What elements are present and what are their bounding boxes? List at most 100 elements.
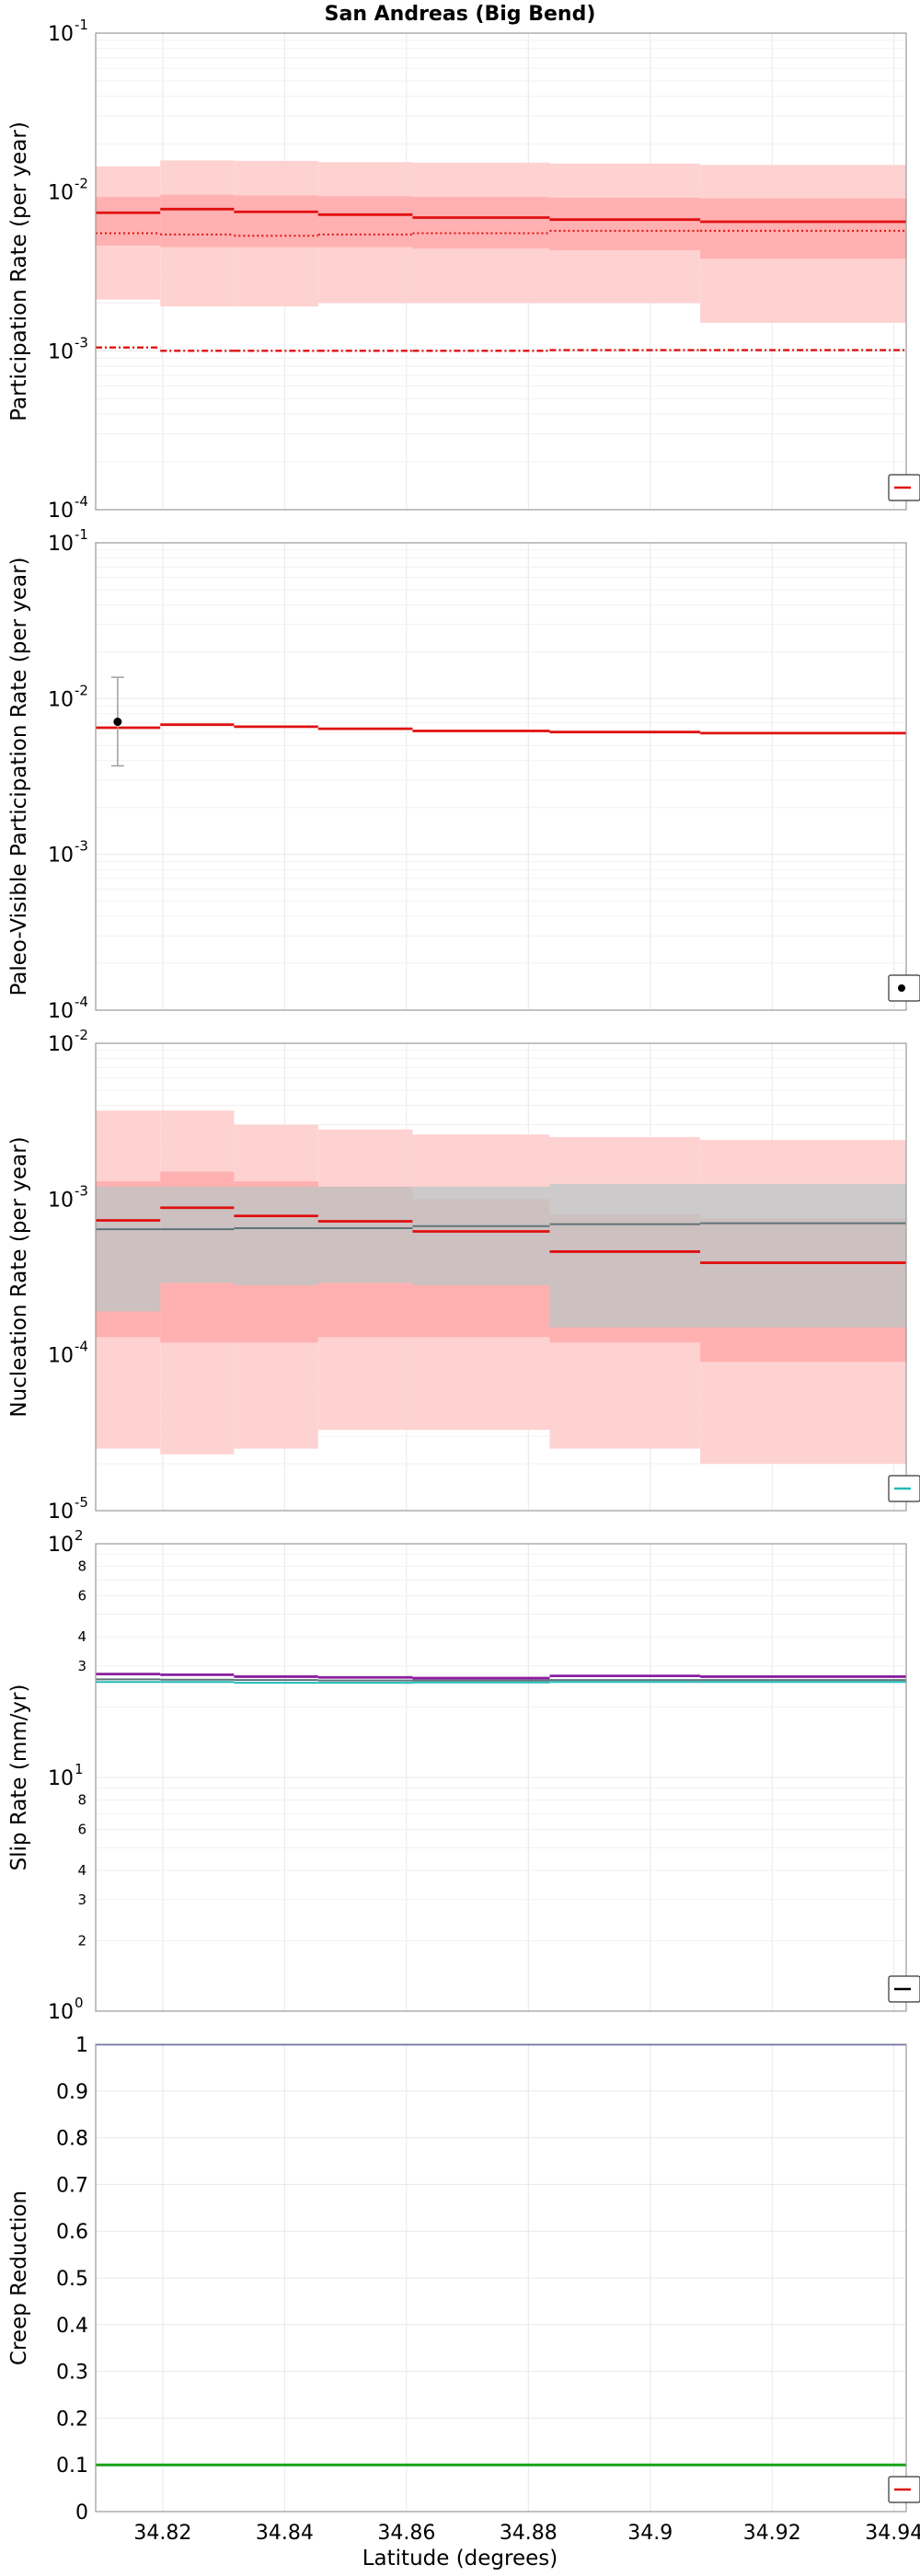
- y-ticks-participation: 10-110-210-310-4: [48, 17, 88, 523]
- band-segment: [160, 194, 235, 247]
- panel-nucleation: 10-210-310-410 -5 Nucleation Rate (per yea…: [7, 1027, 920, 1524]
- x-axis-label: Latitude (degrees): [362, 2547, 558, 2570]
- x-tick-label: 34.82: [133, 2522, 191, 2545]
- y-tick-label: 0.8: [56, 2128, 88, 2151]
- y-ticks-nucleation: 10-210-310-410-5: [48, 1027, 88, 1524]
- x-tick-label: 34.9: [627, 2522, 673, 2545]
- y-tick-label: 10: [48, 533, 74, 556]
- y-tick-exponent: -4: [75, 1339, 88, 1355]
- y-axis-label: Paleo-Visible Participation Rate (per ye…: [7, 557, 31, 995]
- plot-area-creep: [96, 2044, 906, 2467]
- band-segment: [96, 1186, 161, 1312]
- y-tick-label: 10: [48, 1033, 74, 1056]
- legend-creep: [888, 2476, 920, 2503]
- y-tick-exponent: -3: [75, 838, 88, 855]
- axes-frame: [95, 32, 907, 511]
- y-tick-label: 10: [48, 1345, 74, 1368]
- y-axis-label: Nucleation Rate (per year): [7, 1136, 31, 1417]
- y-tick-label: 10: [48, 688, 74, 711]
- y-tick-label: 0.1: [56, 2455, 88, 2478]
- y-tick-label: 0.9: [56, 2081, 88, 2104]
- axes-frame: [95, 1543, 907, 2012]
- y-tick-label: 0.5: [56, 2268, 88, 2291]
- figure-title: San Andreas (Big Bend): [325, 3, 596, 26]
- y-tick-label: 10: [48, 1767, 74, 1790]
- x-tick-label: 34.84: [256, 2522, 314, 2545]
- y-tick-exponent: -4: [75, 994, 88, 1010]
- axes-frame: [95, 2043, 907, 2513]
- y-minor-tick-label: 4: [77, 1862, 86, 1879]
- band-segment: [317, 196, 413, 247]
- grid-slip: [96, 1543, 906, 2012]
- y-tick-label: 0.4: [56, 2315, 88, 2338]
- y-tick-label: 0.3: [56, 2362, 88, 2385]
- grid-paleo: [96, 542, 906, 1011]
- grid-creep: [96, 2043, 906, 2513]
- y-tick-exponent: 0: [75, 1995, 84, 2011]
- y-tick-label: 10: [48, 23, 74, 46]
- y-minor-tick-label: 6: [77, 1587, 86, 1604]
- y-tick-exponent: 1: [75, 1761, 84, 1777]
- y-axis-label: Participation Rate (per year): [7, 121, 31, 421]
- axes-frame: [95, 1042, 907, 1512]
- legend-paleo: [888, 974, 920, 1002]
- band-segment: [234, 195, 318, 247]
- y-tick-label: 0: [75, 2501, 88, 2524]
- y-axis-label: Creep Reduction: [7, 2191, 31, 2365]
- y-ticks-creep: 1 0.9 0.8 0.7 0.6 0.5 0.4 0.3 0.2 0.1 0: [56, 2034, 88, 2524]
- plot-area-paleo: [96, 676, 906, 767]
- y-tick-label: 10: [48, 500, 74, 523]
- y-minor-tick-label: 6: [77, 1821, 86, 1837]
- y-axis-label: Slip Rate (mm/yr): [7, 1685, 31, 1871]
- y-tick-exponent: -2: [75, 1027, 88, 1043]
- band-segment: [234, 1186, 318, 1285]
- y-tick-label: 1: [75, 2034, 88, 2057]
- panel-creep: 1 0.9 0.8 0.7 0.6 0.5 0.4 0.3 0.2 0.1 0 Creep Reduc…: [7, 2034, 920, 2524]
- y-minor-tick-label: 3: [77, 1892, 86, 1908]
- band-segment: [412, 1186, 550, 1285]
- y-tick-label: 10: [48, 1000, 74, 1023]
- y-tick-exponent: -5: [75, 1494, 88, 1511]
- plot-area-participation: [96, 160, 906, 352]
- band-segment: [96, 197, 161, 246]
- legend-marker: [898, 984, 905, 992]
- y-minor-tick-label: 8: [77, 1558, 86, 1575]
- band-segment: [160, 1186, 235, 1283]
- band-segment: [549, 1183, 701, 1328]
- x-tick-label: 34.94: [865, 2522, 920, 2545]
- y-tick-label: 0.7: [56, 2174, 88, 2197]
- band-segment: [700, 198, 906, 259]
- band-segment: [700, 1183, 906, 1328]
- y-tick-label: 0.6: [56, 2221, 88, 2244]
- y-tick-exponent: -1: [75, 526, 88, 543]
- x-tick-label: 34.92: [743, 2522, 801, 2545]
- y-tick-label: 10: [48, 845, 74, 868]
- y-tick-label: 10: [48, 2001, 74, 2024]
- y-tick-label: 0.2: [56, 2408, 88, 2431]
- y-tick-exponent: -3: [75, 334, 88, 351]
- y-tick-exponent: -4: [75, 493, 88, 510]
- y-minor-tick-label: 2: [77, 1933, 86, 1949]
- plot-area-nucleation: [96, 1110, 906, 1465]
- y-ticks-paleo: 10-110-210-310-4: [48, 526, 88, 1023]
- y-tick-exponent: -2: [75, 682, 88, 698]
- y-minor-tick-label: 3: [77, 1658, 86, 1674]
- x-tick-label: 34.86: [377, 2522, 435, 2545]
- y-minor-tick-label: 4: [77, 1628, 86, 1645]
- x-tick-label: 34.88: [500, 2522, 558, 2545]
- legend-nucleation: [888, 1475, 920, 1502]
- plot-area-slip: [96, 1673, 906, 1685]
- y-tick-exponent: 2: [75, 1527, 84, 1544]
- y-tick-label: 10: [48, 1501, 74, 1524]
- band-segment: [549, 197, 701, 250]
- y-tick-label: 10: [48, 1534, 74, 1557]
- legend-slip: [888, 1975, 920, 2003]
- legend-participation: [888, 474, 920, 501]
- y-minor-tick-label: 8: [77, 1792, 86, 1809]
